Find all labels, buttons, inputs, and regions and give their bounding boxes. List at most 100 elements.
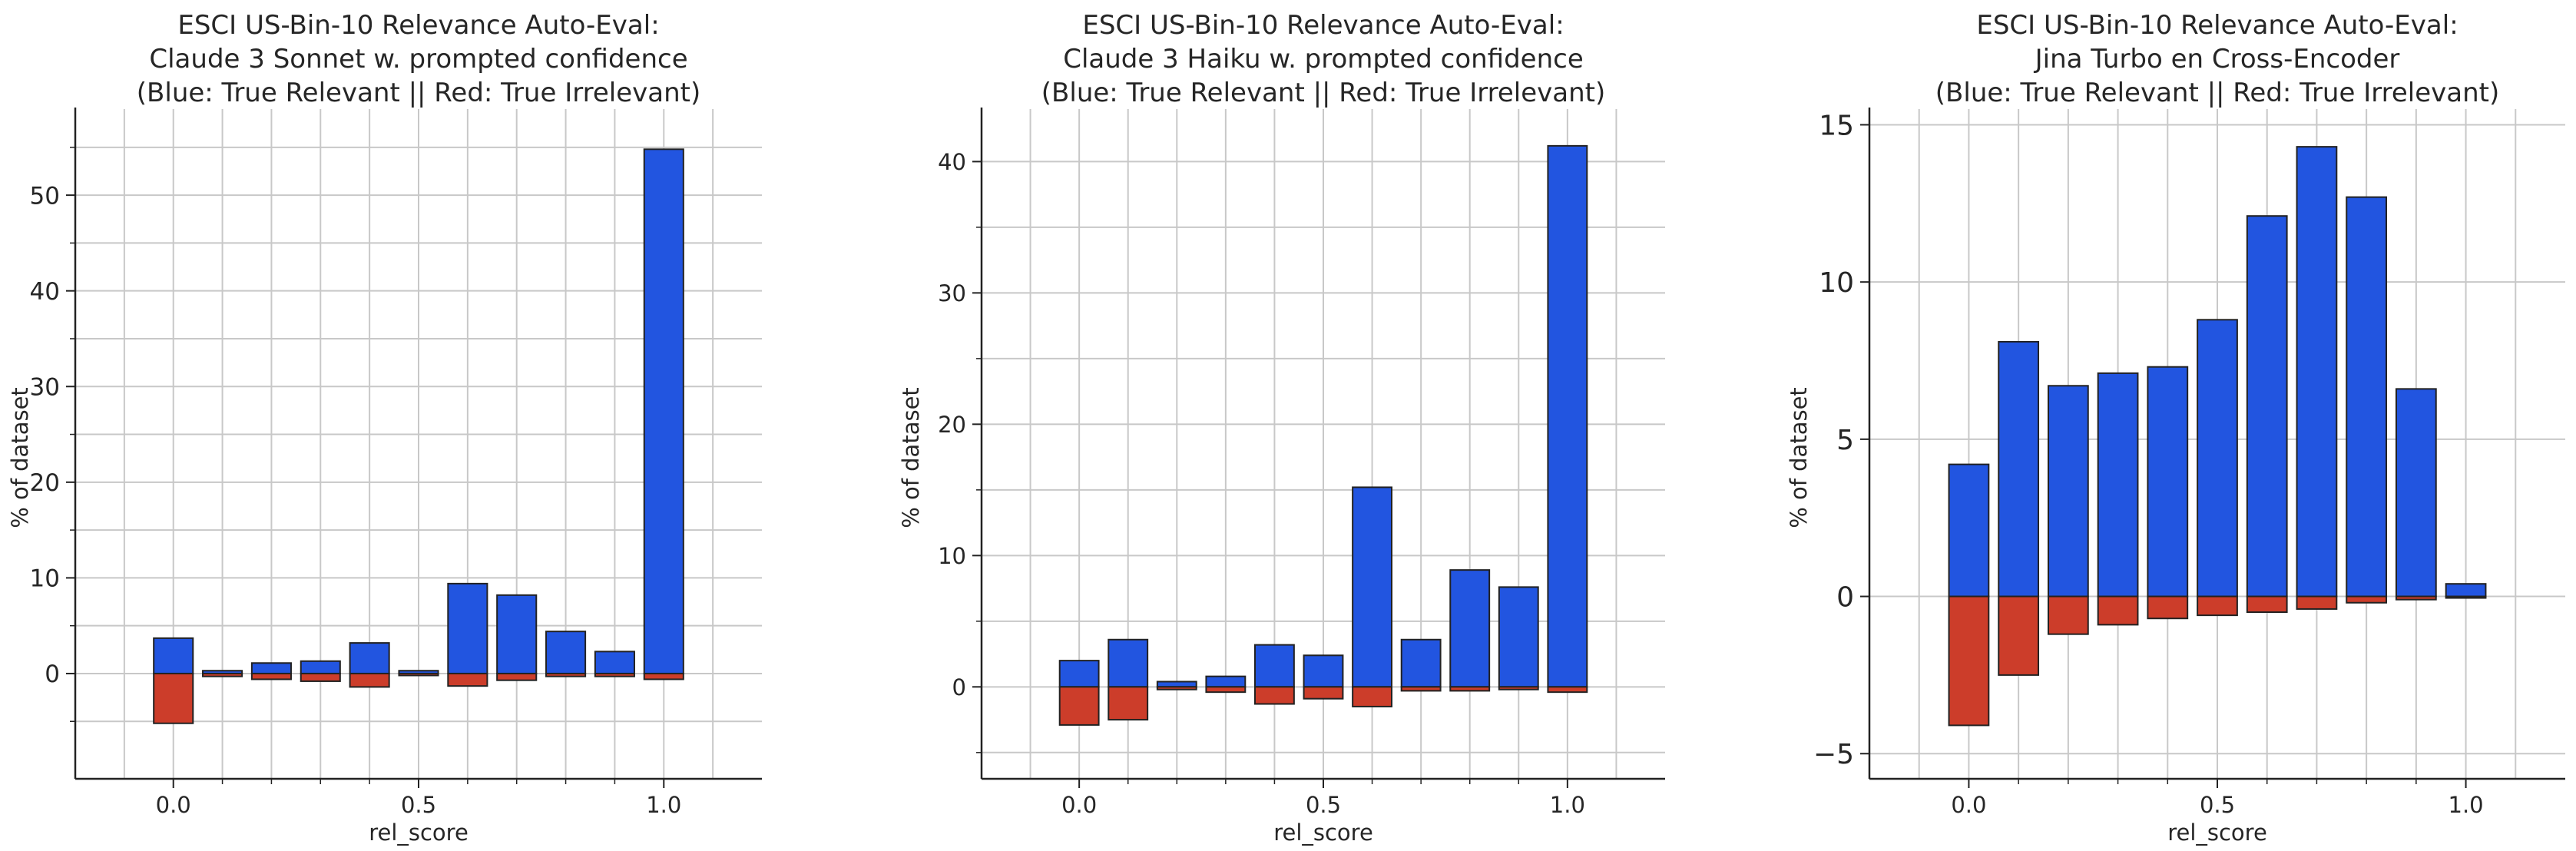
bar-true-relevant xyxy=(1400,638,1442,688)
y-tick-label: 0 xyxy=(1836,582,1854,614)
bar-true-irrelevant xyxy=(496,672,538,681)
chart-title-line: Jina Turbo en Cross-Encoder xyxy=(2034,44,2400,75)
y-tick-label: 0 xyxy=(45,661,60,688)
bar-true-relevant xyxy=(2147,366,2189,598)
bar-true-relevant xyxy=(2395,388,2437,598)
bar-true-irrelevant xyxy=(2296,595,2338,610)
bar-true-relevant xyxy=(1108,638,1149,688)
chart-title-line: ESCI US-Bin-10 Relevance Auto-Eval: xyxy=(177,10,659,41)
y-tick-label: 5 xyxy=(1836,425,1854,456)
subplot-2: ESCI US-Bin-10 Relevance Auto-Eval:Claud… xyxy=(898,10,1665,846)
y-tick-label: 15 xyxy=(1819,110,1854,141)
x-tick-label: 0.5 xyxy=(2200,792,2235,818)
bar-true-irrelevant xyxy=(545,672,587,677)
bar-true-irrelevant xyxy=(643,672,684,680)
y-tick-label: 10 xyxy=(30,565,60,593)
bar-true-irrelevant xyxy=(1254,686,1295,705)
x-tick-label: 0.5 xyxy=(1306,792,1341,818)
bar-true-irrelevant xyxy=(398,672,439,677)
y-axis-label: % of dataset xyxy=(1786,387,1812,528)
bar-true-irrelevant xyxy=(202,672,243,677)
bar-true-irrelevant xyxy=(2246,595,2288,614)
bar-true-relevant xyxy=(2296,146,2338,598)
y-tick-label: 40 xyxy=(938,149,966,175)
bar-true-relevant xyxy=(2246,215,2288,598)
x-tick-label: 0.0 xyxy=(1951,792,1986,818)
bar-true-relevant xyxy=(349,642,390,674)
bar-true-irrelevant xyxy=(2197,595,2238,617)
x-tick-label: 1.0 xyxy=(646,792,681,818)
bar-true-irrelevant xyxy=(1400,686,1442,692)
bar-true-irrelevant xyxy=(1948,595,1990,727)
bar-true-relevant xyxy=(1998,340,2040,598)
y-axis-label: % of dataset xyxy=(898,387,924,528)
bar-true-relevant xyxy=(1254,644,1295,688)
bar-true-relevant xyxy=(300,660,341,674)
chart-title-line: (Blue: True Relevant || Red: True Irrele… xyxy=(137,78,700,108)
x-axis-label: rel_score xyxy=(2167,820,2267,846)
bar-true-irrelevant xyxy=(2395,595,2437,601)
chart-title-line: Claude 3 Sonnet w. prompted confidence xyxy=(149,44,687,75)
x-axis-label: rel_score xyxy=(1273,820,1373,846)
bar-true-relevant xyxy=(545,631,587,674)
bar-true-irrelevant xyxy=(1108,686,1149,721)
chart-title-line: ESCI US-Bin-10 Relevance Auto-Eval: xyxy=(1082,10,1564,41)
bar-true-relevant xyxy=(2047,385,2089,598)
bar-true-irrelevant xyxy=(349,672,390,688)
bar-true-irrelevant xyxy=(2445,595,2487,599)
y-tick-label: 0 xyxy=(952,674,966,700)
x-tick-label: 0.0 xyxy=(156,792,191,818)
bar-true-relevant xyxy=(496,594,538,674)
bar-true-relevant xyxy=(1498,586,1539,688)
bar-true-relevant xyxy=(2346,196,2388,598)
x-tick-label: 1.0 xyxy=(1550,792,1585,818)
y-tick-label: 40 xyxy=(30,278,60,306)
chart-title-line: Claude 3 Haiku w. prompted confidence xyxy=(1063,44,1584,75)
bar-true-irrelevant xyxy=(1156,686,1197,690)
bar-true-relevant xyxy=(1058,660,1100,688)
bar-true-irrelevant xyxy=(2097,595,2139,626)
bar-true-relevant xyxy=(2197,319,2238,598)
chart-title-line: (Blue: True Relevant || Red: True Irrele… xyxy=(1041,78,1605,108)
bar-true-relevant xyxy=(447,582,488,674)
y-axis-label: % of dataset xyxy=(7,387,33,528)
bar-true-irrelevant xyxy=(1352,686,1392,707)
bar-true-irrelevant xyxy=(447,672,488,687)
bar-true-relevant xyxy=(153,637,194,674)
bar-true-relevant xyxy=(2445,583,2487,598)
bar-true-irrelevant xyxy=(250,672,292,680)
subplot-3: ESCI US-Bin-10 Relevance Auto-Eval:Jina … xyxy=(1786,10,2565,846)
bar-true-relevant xyxy=(1547,144,1588,688)
bar-true-relevant xyxy=(594,651,635,674)
y-tick-label: 30 xyxy=(30,373,60,401)
x-tick-label: 1.0 xyxy=(2449,792,2484,818)
bar-true-irrelevant xyxy=(1058,686,1100,726)
bar-true-irrelevant xyxy=(1449,686,1491,692)
bar-true-relevant xyxy=(1449,569,1491,688)
chart-title-line: ESCI US-Bin-10 Relevance Auto-Eval: xyxy=(1976,10,2458,41)
bar-true-relevant xyxy=(1948,463,1990,598)
y-tick-label: 50 xyxy=(30,182,60,210)
bar-true-relevant xyxy=(250,662,292,674)
y-tick-label: 10 xyxy=(1819,267,1854,299)
chart-title-line: (Blue: True Relevant || Red: True Irrele… xyxy=(1935,78,2499,108)
bar-true-relevant xyxy=(1205,675,1247,688)
bar-true-irrelevant xyxy=(2047,595,2089,635)
bar-true-relevant xyxy=(1156,680,1197,688)
x-tick-label: 0.0 xyxy=(1061,792,1097,818)
bar-true-irrelevant xyxy=(300,672,341,682)
bar-true-relevant xyxy=(1352,486,1392,688)
bar-true-irrelevant xyxy=(1547,686,1588,694)
bar-true-relevant xyxy=(1303,654,1344,688)
x-axis-label: rel_score xyxy=(369,820,469,846)
bar-true-irrelevant xyxy=(2346,595,2388,604)
y-tick-label: −5 xyxy=(1813,739,1854,770)
bar-true-irrelevant xyxy=(1205,686,1247,694)
bar-true-relevant xyxy=(643,148,684,674)
bar-true-relevant xyxy=(2097,372,2139,598)
bar-true-irrelevant xyxy=(1998,595,2040,676)
bar-true-irrelevant xyxy=(153,672,194,724)
y-tick-label: 20 xyxy=(30,469,60,497)
y-tick-label: 10 xyxy=(938,543,966,569)
